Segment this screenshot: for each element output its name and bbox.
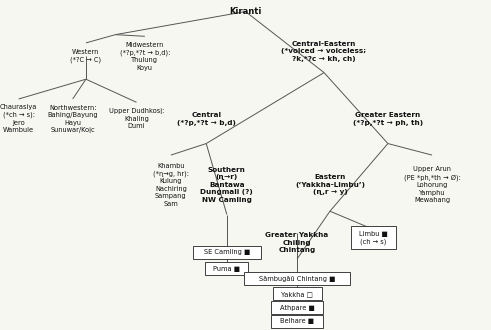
Text: Sāmbugāū Chintang ■: Sāmbugāū Chintang ■	[259, 276, 335, 282]
Text: Greater Yakkha
Chiling
Chintang: Greater Yakkha Chiling Chintang	[266, 232, 328, 253]
Text: SE Camling ■: SE Camling ■	[204, 249, 250, 255]
Text: Khambu
(*ɳ→g, hr):
Kulung
Nachiring
Sampang
Sam: Khambu (*ɳ→g, hr): Kulung Nachiring Samp…	[153, 163, 189, 207]
Text: Upper Arun
(PE *ph,*th → Ø):
Lohorung
Yamphu
Mewahang: Upper Arun (PE *ph,*th → Ø): Lohorung Ya…	[404, 166, 461, 203]
Text: Greater Eastern
(*?p,*?t → ph, th): Greater Eastern (*?p,*?t → ph, th)	[353, 112, 423, 125]
Text: Yakkha □: Yakkha □	[281, 291, 313, 297]
FancyBboxPatch shape	[273, 287, 322, 300]
Text: Midwestern
(*?p,*?t → b,d):
Thulung
Koyu: Midwestern (*?p,*?t → b,d): Thulung Koyu	[120, 42, 170, 71]
FancyBboxPatch shape	[271, 314, 323, 328]
Text: Central-Eastern
(*voiced → voiceless;
?k,*?c → kh, ch): Central-Eastern (*voiced → voiceless; ?k…	[281, 41, 367, 62]
Text: Kiranti: Kiranti	[229, 7, 262, 16]
Text: Upper Dudhkosį:
Khaling
Dumi: Upper Dudhkosį: Khaling Dumi	[109, 108, 164, 129]
Text: Southern
(ɳ→r)
Bantawa
Dungmali (?)
NW Camling: Southern (ɳ→r) Bantawa Dungmali (?) NW C…	[200, 167, 253, 203]
FancyBboxPatch shape	[271, 301, 324, 314]
Text: Western
(*?C → C): Western (*?C → C)	[70, 49, 102, 63]
FancyBboxPatch shape	[206, 262, 248, 276]
Text: Athpare ■: Athpare ■	[280, 305, 314, 311]
Text: Belhare ■: Belhare ■	[280, 318, 314, 324]
Text: Puma ■: Puma ■	[214, 266, 240, 272]
FancyBboxPatch shape	[193, 246, 261, 259]
Text: Limbu ■
(ch → s): Limbu ■ (ch → s)	[359, 231, 387, 245]
Text: Central
(*?p,*?t → b,d): Central (*?p,*?t → b,d)	[177, 112, 236, 125]
FancyBboxPatch shape	[244, 272, 350, 285]
FancyBboxPatch shape	[351, 226, 396, 249]
Text: Chaurasiya
(*ch → s):
Jero
Wambule: Chaurasiya (*ch → s): Jero Wambule	[0, 104, 37, 133]
Text: Eastern
(‘Yakkha-Limbu’)
(ɳ,r → y): Eastern (‘Yakkha-Limbu’) (ɳ,r → y)	[295, 174, 365, 195]
Text: Northwestern:
Bahing/Bayung
Hayu
Sunuwar/Koįc: Northwestern: Bahing/Bayung Hayu Sunuwar…	[47, 105, 98, 133]
